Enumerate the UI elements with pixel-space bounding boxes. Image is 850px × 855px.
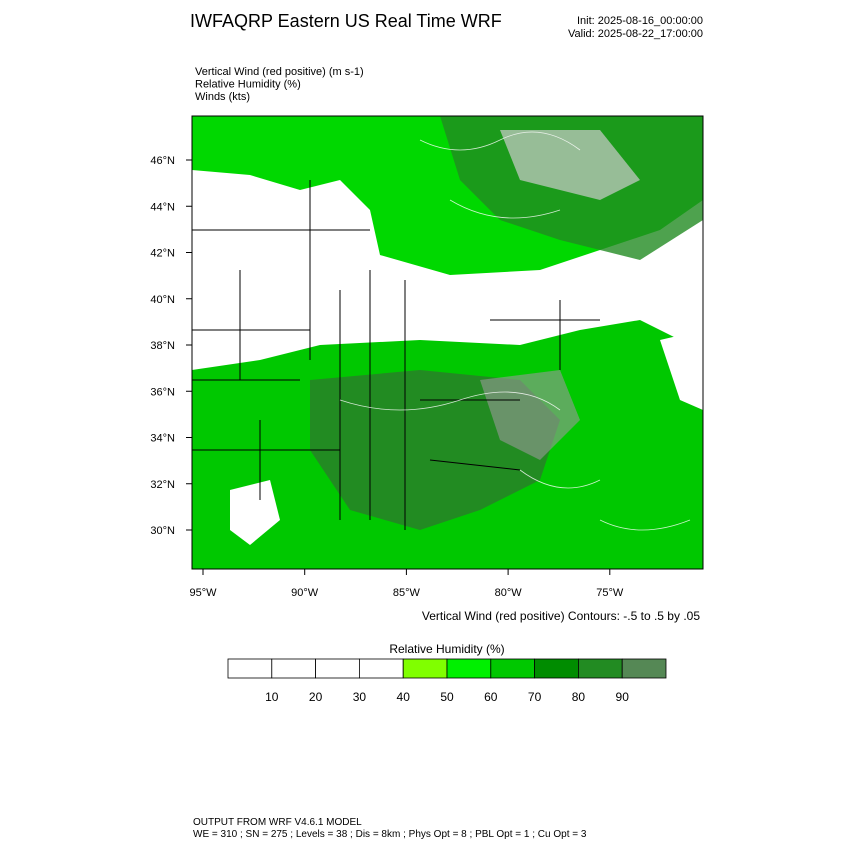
lat-label: 34°N bbox=[150, 433, 175, 445]
colorbar-box bbox=[315, 658, 360, 679]
boundaries bbox=[192, 180, 600, 530]
lon-label: 80°W bbox=[495, 587, 523, 599]
map-frame bbox=[191, 115, 704, 570]
dry-region bbox=[660, 330, 703, 410]
lat-label: 44°N bbox=[150, 201, 175, 213]
colorbar-box bbox=[490, 658, 535, 679]
colorbar-label: 40 bbox=[397, 690, 411, 704]
colorbar: 10 20 30 40 50 60 70 80 90 bbox=[227, 658, 667, 704]
dry-region bbox=[480, 370, 580, 460]
field-list: Vertical Wind (red positive) (m s-1)Rela… bbox=[195, 66, 364, 103]
colorbar-title: Relative Humidity (%) bbox=[389, 642, 504, 656]
lat-label: 46°N bbox=[150, 155, 175, 167]
field-label: Relative Humidity (%) bbox=[195, 79, 301, 91]
colorbar-label: 50 bbox=[440, 690, 454, 704]
colorbar-label: 30 bbox=[353, 690, 367, 704]
colorbar-box bbox=[358, 658, 404, 679]
colorbar-box bbox=[534, 658, 579, 679]
footer-line: OUTPUT FROM WRF V4.6.1 MODEL bbox=[193, 817, 362, 828]
map-field bbox=[192, 116, 703, 569]
lon-label: 95°W bbox=[189, 587, 217, 599]
colorbar-box bbox=[621, 658, 667, 679]
contours bbox=[339, 131, 691, 531]
field-label: Winds (kts) bbox=[195, 91, 250, 103]
colorbar-label: 20 bbox=[309, 690, 323, 704]
contour-note: Vertical Wind (red positive) Contours: -… bbox=[422, 609, 700, 623]
title: IWFAQRP Eastern US Real Time WRF bbox=[190, 11, 502, 31]
lat-label: 30°N bbox=[150, 525, 175, 537]
colorbar-label: 80 bbox=[572, 690, 586, 704]
colorbar-box bbox=[402, 658, 448, 679]
lon-label: 85°W bbox=[393, 587, 421, 599]
lat-label: 32°N bbox=[150, 479, 175, 491]
colorbar-box bbox=[227, 658, 273, 679]
map: Vertical Wind (red positive) Contours: -… bbox=[150, 115, 704, 623]
lon-label: 90°W bbox=[291, 587, 319, 599]
dry-region bbox=[230, 480, 280, 545]
footer-line: WE = 310 ; SN = 275 ; Levels = 38 ; Dis … bbox=[193, 829, 587, 840]
colorbar-label: 60 bbox=[484, 690, 498, 704]
init-time: Init: 2025-08-16_00:00:00 bbox=[577, 15, 703, 27]
lat-label: 40°N bbox=[150, 294, 175, 306]
lat-label: 36°N bbox=[150, 386, 175, 398]
colorbar-box bbox=[578, 658, 623, 679]
lat-label: 38°N bbox=[150, 340, 175, 352]
colorbar-label: 10 bbox=[265, 690, 279, 704]
colorbar-box bbox=[271, 658, 316, 679]
colorbar-label: 70 bbox=[528, 690, 542, 704]
dry-region bbox=[500, 130, 640, 200]
lon-label: 75°W bbox=[596, 587, 624, 599]
colorbar-label: 90 bbox=[616, 690, 630, 704]
lat-label: 42°N bbox=[150, 248, 175, 260]
field-label: Vertical Wind (red positive) (m s-1) bbox=[195, 66, 364, 78]
colorbar-box bbox=[446, 658, 492, 679]
valid-time: Valid: 2025-08-22_17:00:00 bbox=[568, 28, 703, 40]
